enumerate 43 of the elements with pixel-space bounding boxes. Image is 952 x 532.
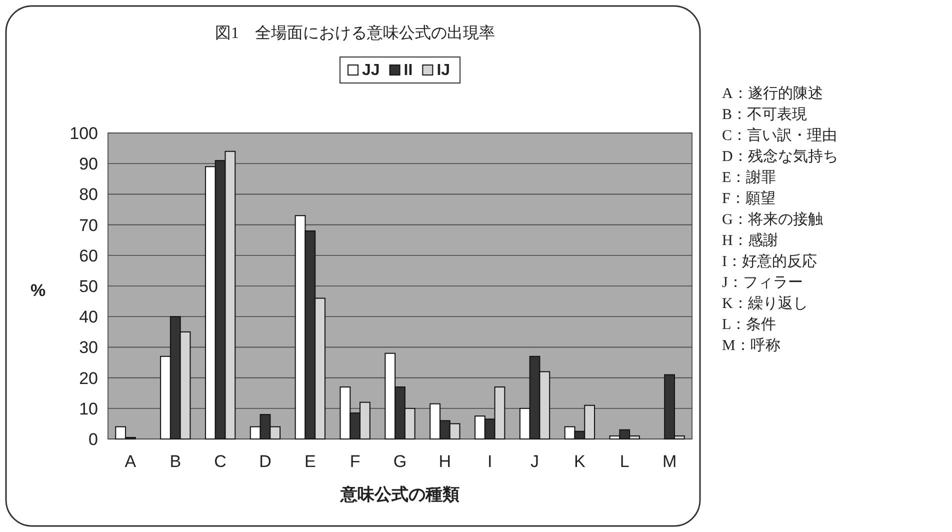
- text: B：不可表現: [722, 106, 808, 123]
- text: A：遂行的陳述: [722, 85, 823, 102]
- x-tick-label: L: [620, 452, 630, 471]
- y-tick-label: 40: [79, 308, 98, 327]
- y-tick-label: 10: [79, 399, 98, 418]
- x-tick-label: I: [487, 452, 492, 471]
- text: M：呼称: [722, 337, 780, 354]
- text: E：謝罪: [722, 169, 776, 186]
- chart-title: 図1 全場面における意味公式の出現率: [215, 24, 495, 42]
- x-tick-label: K: [574, 452, 586, 471]
- x-tick-label: G: [393, 452, 407, 471]
- text: F：願望: [722, 190, 776, 207]
- y-tick-label: 60: [79, 246, 98, 266]
- y-tick-label: 100: [70, 124, 98, 143]
- x-tick-label: H: [438, 452, 452, 471]
- text: C：言い訳・理由: [722, 127, 838, 144]
- legend-label: IJ: [436, 62, 450, 79]
- legend-label: II: [404, 62, 413, 79]
- y-tick-label: 70: [79, 216, 98, 235]
- x-tick-label: M: [662, 452, 677, 471]
- text: L：条件: [722, 316, 776, 333]
- y-tick-label: 0: [88, 430, 98, 449]
- legend-label: JJ: [362, 62, 380, 79]
- y-tick-label: 30: [79, 338, 98, 358]
- y-tick-label: 20: [79, 368, 98, 388]
- text: K：繰り返し: [722, 295, 808, 312]
- text: H：感謝: [722, 232, 778, 249]
- x-tick-label: J: [530, 452, 540, 471]
- x-axis-title: 意味公式の種類: [340, 485, 460, 504]
- x-tick-label: D: [259, 452, 272, 471]
- x-tick-label: B: [170, 452, 182, 471]
- y-tick-label: 50: [79, 277, 98, 296]
- x-tick-label: F: [350, 452, 360, 471]
- text: D：残念な気持ち: [722, 148, 838, 165]
- text: G：将来の接触: [722, 211, 823, 228]
- text: I：好意的反応: [722, 253, 817, 270]
- y-axis-title: %: [30, 281, 46, 300]
- y-tick-label: 80: [79, 185, 98, 204]
- x-tick-label: A: [124, 452, 137, 471]
- x-tick-label: C: [214, 452, 226, 471]
- text: J：フィラー: [722, 275, 803, 291]
- y-tick-label: 90: [79, 154, 98, 174]
- x-tick-label: E: [304, 452, 316, 471]
